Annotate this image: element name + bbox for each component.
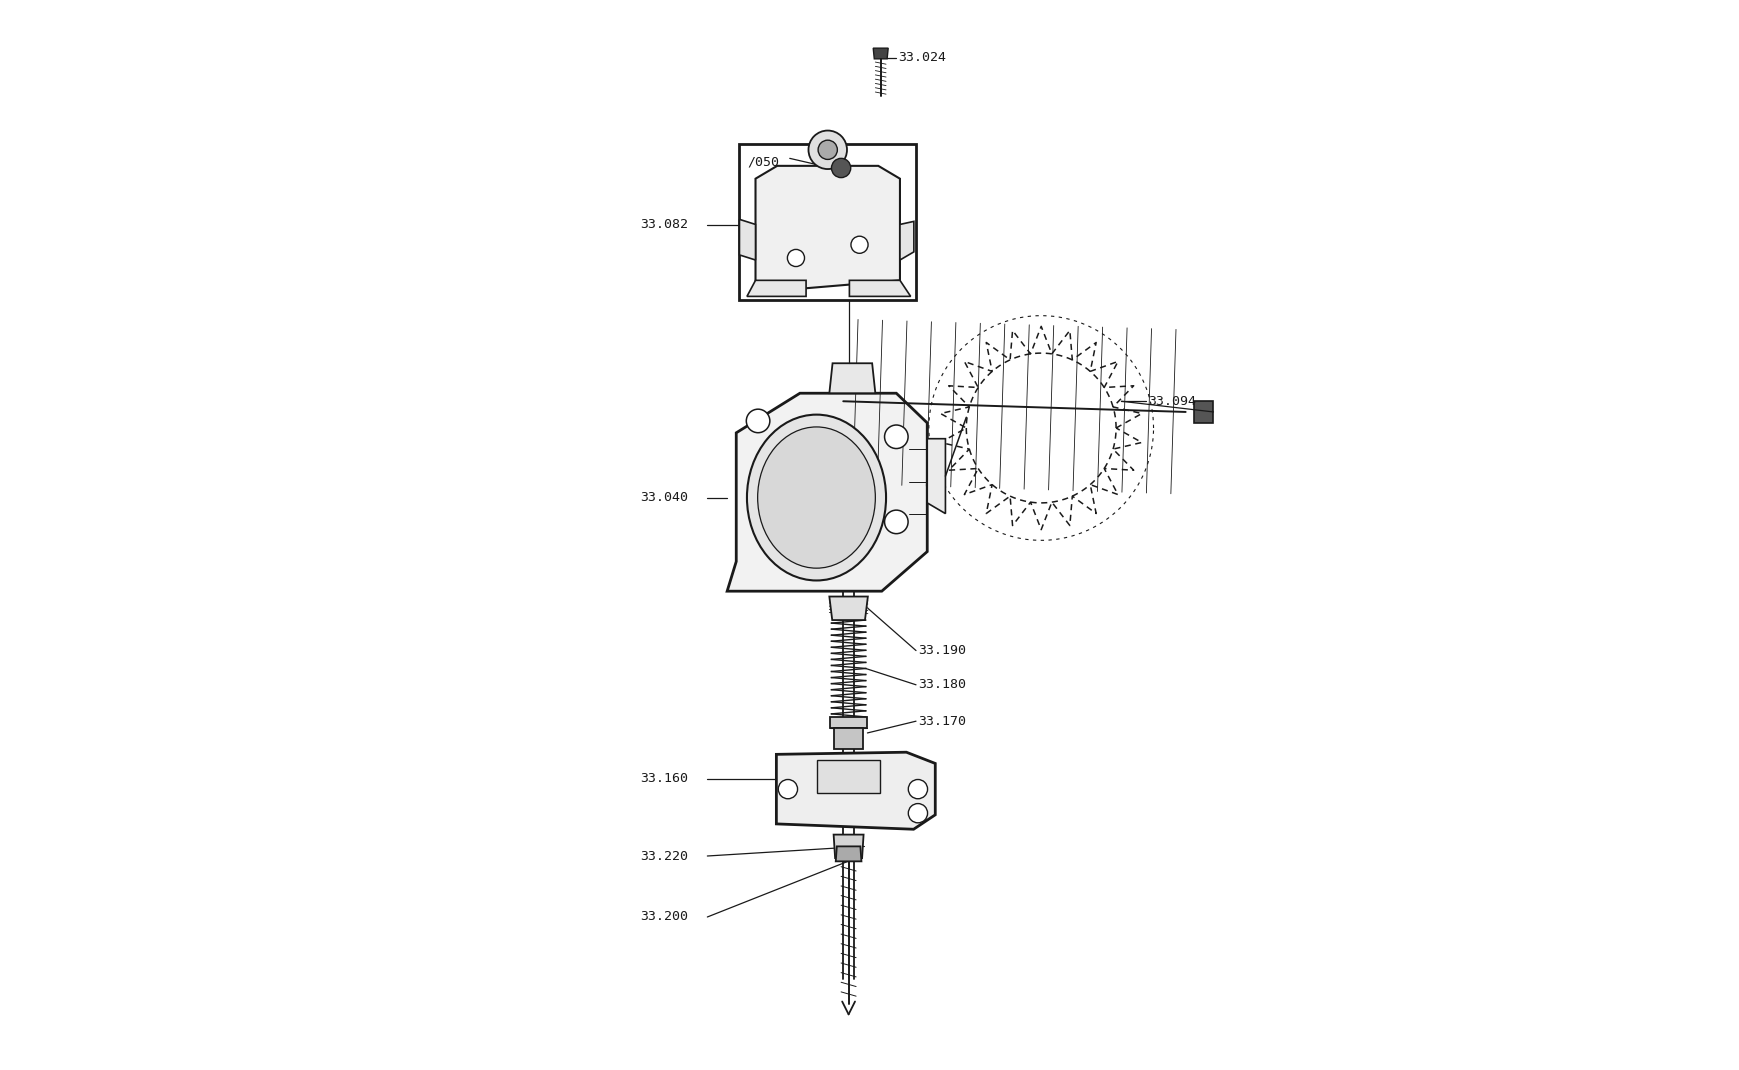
Polygon shape (727, 394, 927, 591)
Circle shape (788, 249, 803, 266)
Text: 33.094: 33.094 (1148, 395, 1195, 408)
Polygon shape (830, 364, 875, 394)
Circle shape (809, 131, 847, 169)
Text: 33.180: 33.180 (918, 678, 965, 691)
Polygon shape (776, 752, 936, 829)
Circle shape (777, 779, 796, 798)
Polygon shape (849, 280, 909, 296)
Text: 33.200: 33.200 (640, 911, 687, 923)
Polygon shape (830, 717, 868, 729)
Polygon shape (833, 729, 863, 749)
Circle shape (831, 158, 850, 178)
Text: 33.190: 33.190 (918, 644, 965, 657)
Ellipse shape (756, 427, 875, 568)
Polygon shape (746, 280, 805, 296)
Circle shape (908, 804, 927, 823)
Polygon shape (816, 760, 880, 793)
Circle shape (817, 140, 836, 159)
Circle shape (908, 779, 927, 798)
Circle shape (883, 425, 908, 448)
Text: 33.040: 33.040 (640, 491, 687, 504)
Text: 33.160: 33.160 (640, 773, 687, 785)
Polygon shape (755, 166, 899, 291)
Polygon shape (899, 221, 913, 260)
Polygon shape (927, 439, 944, 514)
Polygon shape (873, 48, 887, 59)
Text: 33.170: 33.170 (918, 715, 965, 728)
Text: 33.082: 33.082 (640, 218, 687, 231)
Polygon shape (830, 597, 868, 621)
Circle shape (850, 236, 868, 254)
Bar (739, 144, 915, 300)
Circle shape (883, 510, 908, 534)
Circle shape (746, 409, 769, 432)
Text: /050: /050 (746, 155, 779, 168)
Polygon shape (835, 846, 861, 861)
Text: 33.024: 33.024 (897, 51, 946, 64)
Text: 33.220: 33.220 (640, 850, 687, 862)
Ellipse shape (746, 415, 885, 580)
Polygon shape (739, 219, 755, 260)
Polygon shape (1193, 401, 1212, 423)
Polygon shape (833, 835, 863, 858)
